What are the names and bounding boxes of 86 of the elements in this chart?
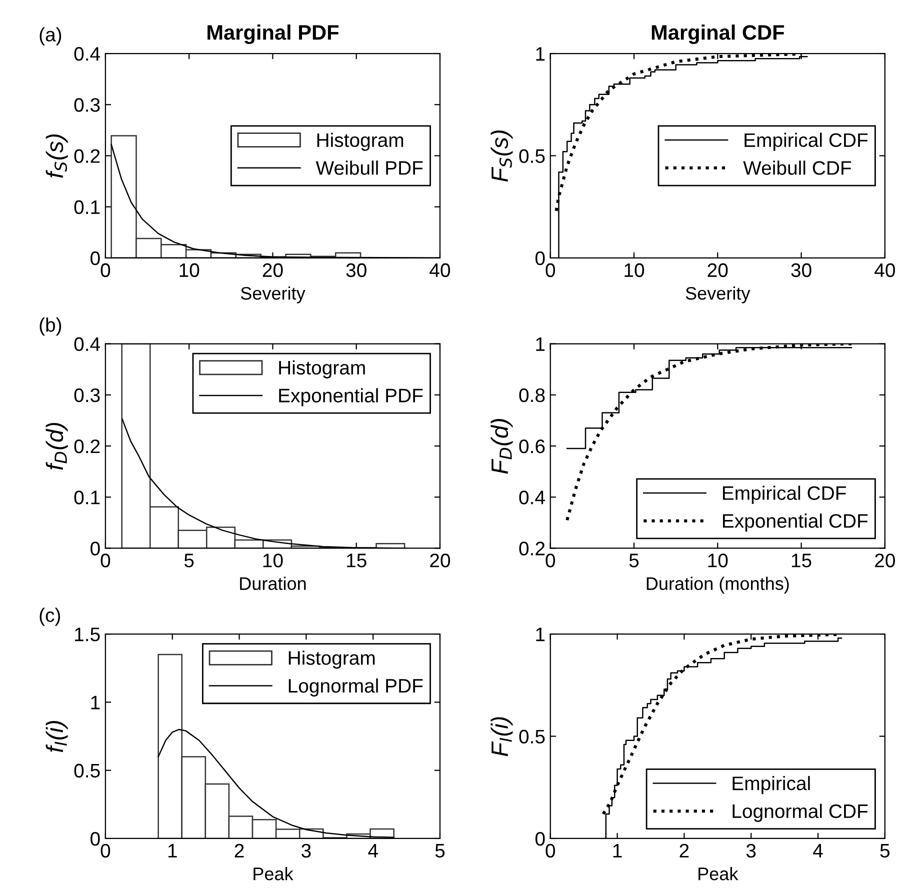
x-tick-label: 4 xyxy=(368,844,378,858)
y-tick-label: 0 xyxy=(535,832,545,846)
x-axis-title: Severity xyxy=(686,286,750,304)
text: (b) xyxy=(40,317,62,336)
x-tick-label: 30 xyxy=(346,263,366,278)
chart-title: Marginal CDF xyxy=(652,24,784,44)
x-axis-title: Duration (months) xyxy=(646,576,789,594)
x-axis-title: Severity xyxy=(240,286,306,304)
legend-label: Empirical CDF xyxy=(744,132,868,151)
legend-label: Exponential CDF xyxy=(722,514,868,532)
y-tick-label: 0.1 xyxy=(74,200,100,214)
y-tick-label: 0.3 xyxy=(74,388,100,402)
y-tick-label: 0.5 xyxy=(74,764,100,778)
x-tick-label: 20 xyxy=(262,263,283,278)
y-tick-label: 0.6 xyxy=(519,439,545,454)
x-axis-title: Duration xyxy=(240,576,306,590)
x-tick-label: 30 xyxy=(791,263,812,278)
x-tick-label: 15 xyxy=(347,554,366,568)
y-tick-label: 1 xyxy=(536,628,545,642)
y-axis-title: f$_{S}$(s) xyxy=(46,134,68,178)
x-tick-label: 0 xyxy=(100,263,110,278)
x-tick-label: 2 xyxy=(234,844,244,858)
x-tick-label: 0 xyxy=(546,554,556,568)
y-tick-label: 0.5 xyxy=(519,730,545,744)
x-tick-label: 1 xyxy=(613,844,622,858)
x-axis-title: Peak xyxy=(254,867,294,880)
y-tick-label: 0.3 xyxy=(74,98,100,112)
y-tick-label: 0.1 xyxy=(74,490,100,504)
y-axis-title: F$_{D}$(d) xyxy=(490,418,513,474)
x-tick-label: 15 xyxy=(792,554,812,568)
y-tick-label: 0.5 xyxy=(519,149,545,163)
text: (a) xyxy=(40,27,62,46)
y-tick-label: 0.2 xyxy=(519,542,545,556)
legend-label: Lognormal CDF xyxy=(732,804,868,822)
x-tick-label: 5 xyxy=(880,844,890,858)
y-tick-label: 1 xyxy=(91,696,100,710)
legend-label: Weibull CDF xyxy=(743,160,852,175)
y-tick-label: 1.5 xyxy=(75,628,100,642)
y-tick-label: 0.4 xyxy=(74,46,100,61)
legend-label: Weibull PDF xyxy=(316,160,423,175)
x-tick-label: 5 xyxy=(184,554,194,568)
y-tick-label: 0.2 xyxy=(74,439,100,454)
y-tick-label: 0 xyxy=(90,542,100,556)
legend-label: Empirical xyxy=(732,776,810,794)
legend-label: Lognormal PDF xyxy=(288,678,423,697)
x-tick-label: 10 xyxy=(263,554,283,568)
x-tick-label: 20 xyxy=(430,554,450,568)
x-tick-label: 5 xyxy=(629,554,639,568)
x-tick-label: 0 xyxy=(100,844,110,858)
x-tick-label: 2 xyxy=(680,844,689,858)
x-tick-label: 0 xyxy=(546,844,556,858)
y-axis-title: f$_{D}$(d) xyxy=(46,422,68,470)
y-tick-label: 0 xyxy=(90,251,100,266)
x-tick-label: 10 xyxy=(624,263,644,278)
y-tick-label: 0.2 xyxy=(74,149,100,163)
x-tick-label: 20 xyxy=(875,554,895,568)
x-tick-label: 40 xyxy=(874,263,895,278)
y-tick-label: 0 xyxy=(535,251,545,266)
y-tick-label: 0.4 xyxy=(74,337,100,352)
x-tick-label: 40 xyxy=(430,263,450,278)
y-tick-label: 0.8 xyxy=(519,388,545,402)
x-tick-label: 20 xyxy=(708,263,728,278)
y-tick-label: 1 xyxy=(536,47,545,61)
legend-label: Exponential PDF xyxy=(279,388,423,406)
legend-label: Empirical CDF xyxy=(722,486,846,504)
legend-label: Histogram xyxy=(288,650,375,669)
legend-label: Histogram xyxy=(279,360,365,378)
y-axis-title: F$_{I}$(i) xyxy=(490,717,513,756)
y-axis-title: F$_{S}$(s) xyxy=(490,130,513,182)
x-tick-label: 10 xyxy=(708,554,728,568)
x-tick-label: 5 xyxy=(435,844,445,858)
x-tick-label: 3 xyxy=(746,844,756,858)
y-axis-title: f$_{I}$(i) xyxy=(46,721,68,752)
legend-label: Histogram xyxy=(317,132,404,151)
x-tick-label: 1 xyxy=(168,844,177,858)
text: (c) xyxy=(40,608,60,626)
y-tick-label: 0.4 xyxy=(519,490,545,504)
x-tick-label: 0 xyxy=(100,554,110,568)
x-axis-title: Peak xyxy=(698,867,738,880)
chart-title: Marginal PDF xyxy=(208,24,339,44)
y-tick-label: 1 xyxy=(536,337,545,351)
x-tick-label: 3 xyxy=(302,844,311,858)
x-tick-label: 10 xyxy=(180,263,200,278)
x-tick-label: 4 xyxy=(813,844,823,858)
x-tick-label: 0 xyxy=(546,263,556,278)
y-tick-label: 0 xyxy=(90,832,100,846)
